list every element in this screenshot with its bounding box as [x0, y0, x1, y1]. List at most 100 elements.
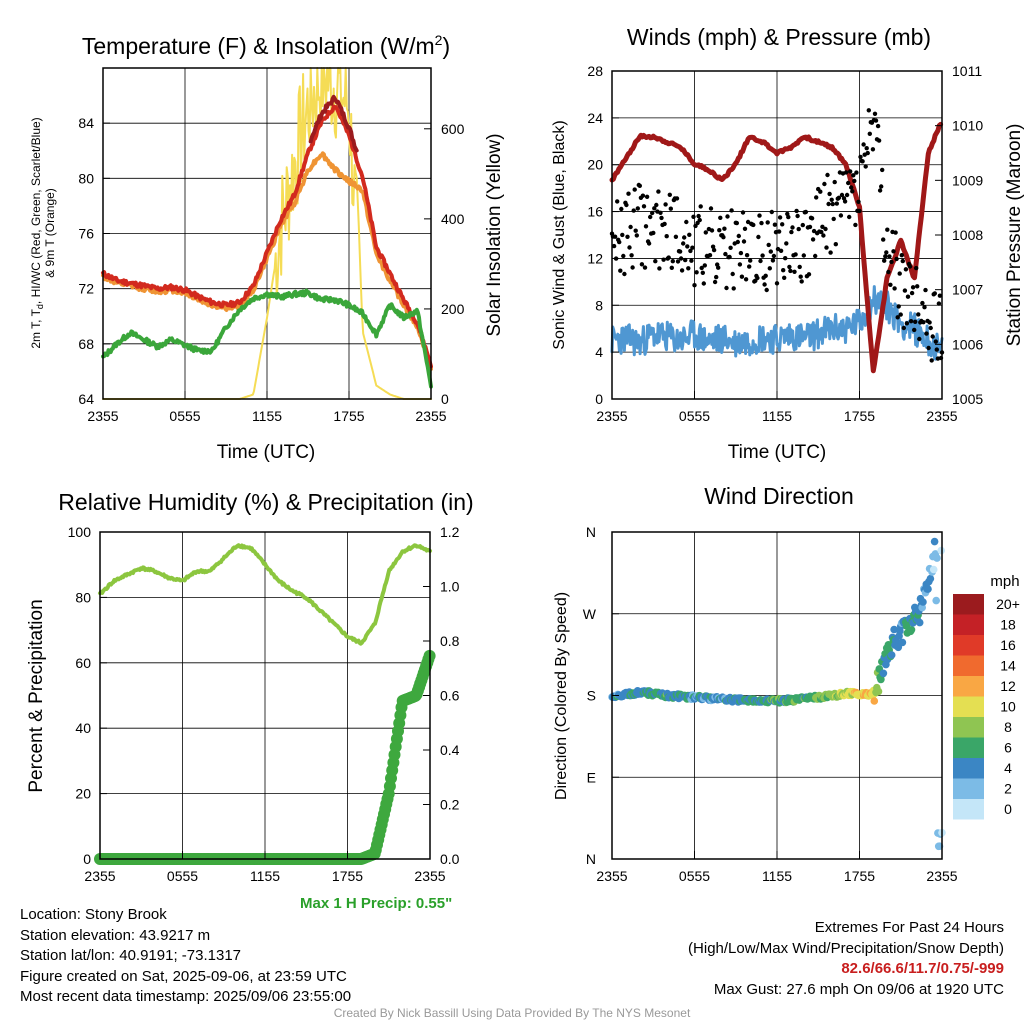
gust-point — [809, 216, 815, 221]
direction-ytick-label: W — [583, 606, 597, 622]
pressure-y2tick-label: 1009 — [952, 172, 983, 188]
gust-point — [618, 268, 623, 273]
gust-point — [810, 237, 816, 242]
gust-point — [670, 259, 675, 264]
gust-point — [642, 265, 648, 270]
gust-point — [653, 259, 658, 264]
humidity-ytick-label: 100 — [68, 524, 92, 540]
gust-point — [849, 185, 854, 190]
gust-point — [792, 269, 797, 274]
gust-point — [827, 191, 832, 197]
gust-point — [666, 255, 671, 260]
gust-point — [927, 320, 932, 325]
temperature-ylabel-line2: & 9m T (Orange) — [43, 188, 57, 278]
gust-point — [834, 201, 839, 206]
gust-point — [644, 194, 650, 199]
gust-point — [781, 268, 786, 273]
heat-index-series-line — [308, 94, 359, 153]
legend-label: 2 — [1004, 781, 1012, 797]
gust-point — [617, 239, 622, 245]
gust-point — [842, 199, 848, 204]
gust-point — [730, 271, 735, 277]
gust-point — [865, 150, 870, 156]
temperature-ytick-label: 76 — [78, 226, 94, 242]
gust-point — [708, 206, 714, 211]
gust-point — [709, 228, 715, 233]
precipitation-y2tick-label: 0.4 — [440, 742, 460, 758]
pressure-y2tick-label: 1006 — [952, 336, 983, 352]
gust-point — [856, 199, 861, 204]
gust-point — [926, 345, 931, 351]
gust-point — [735, 239, 740, 245]
gust-point — [880, 167, 885, 173]
gust-point — [652, 206, 657, 211]
gust-point — [915, 284, 920, 289]
gust-point — [694, 270, 699, 275]
gust-point — [703, 230, 708, 235]
legend-swatch — [953, 676, 984, 697]
gust-point — [718, 215, 723, 220]
legend-swatch — [953, 799, 984, 820]
gust-point — [769, 209, 774, 215]
gust-point — [844, 192, 850, 198]
gust-point — [734, 220, 739, 226]
gust-point — [633, 228, 638, 233]
precipitation-y2tick-label: 1.2 — [440, 524, 460, 540]
info-created: Figure created on Sat, 2025-09-06, at 23… — [20, 967, 347, 985]
gust-point — [619, 206, 624, 212]
gust-point — [907, 264, 913, 269]
temperature-xtick-label: 1155 — [252, 408, 282, 424]
gust-point — [628, 224, 633, 230]
gust-point — [714, 274, 719, 280]
direction-point — [874, 687, 883, 696]
gust-point — [663, 202, 668, 207]
gust-point — [620, 232, 625, 238]
gust-point — [692, 283, 697, 288]
gust-point — [770, 258, 776, 263]
gust-point — [901, 325, 906, 331]
direction-xtick-label: 1155 — [762, 868, 792, 884]
gust-point — [933, 339, 938, 344]
gust-point — [795, 213, 800, 219]
gust-point — [697, 217, 702, 223]
direction-ylabel: Direction (Colored By Speed) — [553, 592, 570, 800]
pressure-series-line — [609, 121, 944, 374]
temperature-xtick-label: 2355 — [87, 408, 118, 424]
gust-point — [748, 258, 753, 263]
humidity-ytick-label: 60 — [75, 655, 91, 671]
gust-point — [822, 181, 827, 187]
gust-point — [674, 196, 680, 201]
gust-point — [758, 258, 763, 264]
gust-point — [707, 253, 713, 258]
gust-point — [681, 241, 686, 246]
gust-point — [658, 210, 663, 215]
direction-point — [907, 626, 916, 634]
sonic-wind-series-line — [610, 285, 944, 361]
gust-point — [631, 208, 636, 213]
gust-point — [763, 273, 768, 278]
speed-legend: mph 20+ 18 16 14 12 10 8 6 4 2 0 — [953, 573, 1020, 820]
humidity-ytick-label: 40 — [75, 720, 91, 736]
gust-point — [740, 210, 746, 215]
temperature-title: Temperature (F) & Insolation (W/m2) — [82, 32, 450, 59]
direction-point — [933, 554, 941, 562]
gust-point — [896, 304, 901, 309]
gust-point — [777, 215, 783, 220]
gust-point — [800, 222, 805, 228]
gust-point — [823, 226, 828, 232]
gust-point — [851, 173, 856, 178]
humidity-panel: Relative Humidity (%) & Precipitation (i… — [26, 489, 474, 884]
gust-point — [668, 206, 673, 211]
gust-point — [821, 233, 826, 238]
direction-point — [919, 598, 927, 606]
gust-point — [755, 275, 760, 281]
precipitation-y2tick-label: 0.6 — [440, 688, 460, 704]
gust-point — [912, 327, 917, 333]
gust-point — [848, 169, 853, 174]
gust-point — [629, 253, 634, 258]
gust-point — [630, 265, 635, 270]
gust-point — [742, 226, 748, 231]
humidity-xtick-label: 2355 — [84, 868, 115, 884]
gust-point — [831, 216, 836, 222]
